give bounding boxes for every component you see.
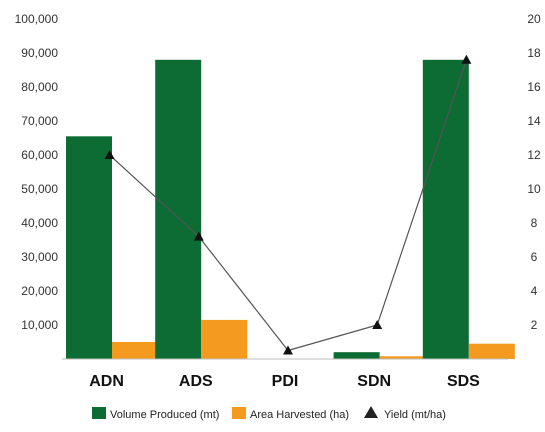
category-label: PDI [272, 373, 299, 390]
right-axis-tick-label: 2 [531, 318, 538, 332]
yield-point-marker [283, 345, 293, 355]
legend-triangle-icon [364, 406, 378, 418]
category-label: SDS [447, 373, 480, 390]
category-labels: ADN ADS PDI SDN SDS [89, 373, 480, 390]
right-axis-tick-label: 14 [527, 114, 541, 128]
yield-line-group [104, 54, 472, 355]
category-label: ADN [89, 373, 124, 390]
left-axis-tick-label: 60,000 [21, 148, 58, 162]
left-axis-tick-label: 70,000 [21, 114, 58, 128]
bar-volume [66, 136, 112, 359]
bar-volume [155, 59, 202, 360]
left-axis-tick-label: 80,000 [21, 80, 58, 94]
bar-area [112, 342, 158, 359]
bar-volume [333, 352, 380, 359]
bars-group [62, 59, 515, 360]
bar-area [379, 356, 426, 359]
right-axis-tick-label: 12 [527, 148, 541, 162]
legend-swatch-volume [92, 407, 106, 419]
left-axis-tick-label: 20,000 [21, 284, 58, 298]
right-axis-tick-label: 10 [527, 182, 541, 196]
right-axis-tick-label: 20 [527, 12, 541, 26]
legend-item-volume: Volume Produced (mt) [92, 407, 219, 421]
yield-point-marker [461, 54, 472, 64]
left-axis-tick-label: 30,000 [21, 250, 58, 264]
legend: Volume Produced (mt) Area Harvested (ha)… [92, 406, 446, 421]
category-label: SDN [357, 373, 391, 390]
right-axis-tick-label: 8 [531, 216, 538, 230]
legend-label-volume: Volume Produced (mt) [110, 409, 219, 421]
yield-point-marker [104, 150, 115, 159]
legend-swatch-area [232, 407, 246, 419]
yield-point-marker [193, 231, 204, 241]
category-label: ADS [179, 373, 213, 390]
left-axis-tick-label: 50,000 [21, 182, 58, 196]
bar-area [201, 319, 248, 359]
yield-point-marker [372, 320, 383, 329]
right-axis-tick-label: 6 [531, 250, 538, 264]
left-axis-tick-label: 100,000 [15, 12, 59, 26]
legend-label-area: Area Harvested (ha) [250, 409, 349, 421]
right-axis-tick-label: 4 [531, 284, 538, 298]
bar-volume [422, 59, 469, 360]
left-axis-tick-label: 90,000 [21, 46, 58, 60]
right-axis: 20 18 16 14 12 10 8 6 4 2 [527, 12, 541, 332]
legend-item-yield: Yield (mt/ha) [364, 406, 446, 421]
legend-label-yield: Yield (mt/ha) [384, 409, 446, 421]
legend-item-area: Area Harvested (ha) [232, 407, 349, 421]
left-axis: 100,000 90,000 80,000 70,000 60,000 50,000 40,… [15, 12, 59, 332]
right-axis-tick-label: 18 [527, 46, 541, 60]
left-axis-tick-label: 10,000 [21, 318, 58, 332]
left-axis-tick-label: 40,000 [21, 216, 58, 230]
bar-area [468, 343, 515, 359]
right-axis-tick-label: 16 [527, 80, 541, 94]
